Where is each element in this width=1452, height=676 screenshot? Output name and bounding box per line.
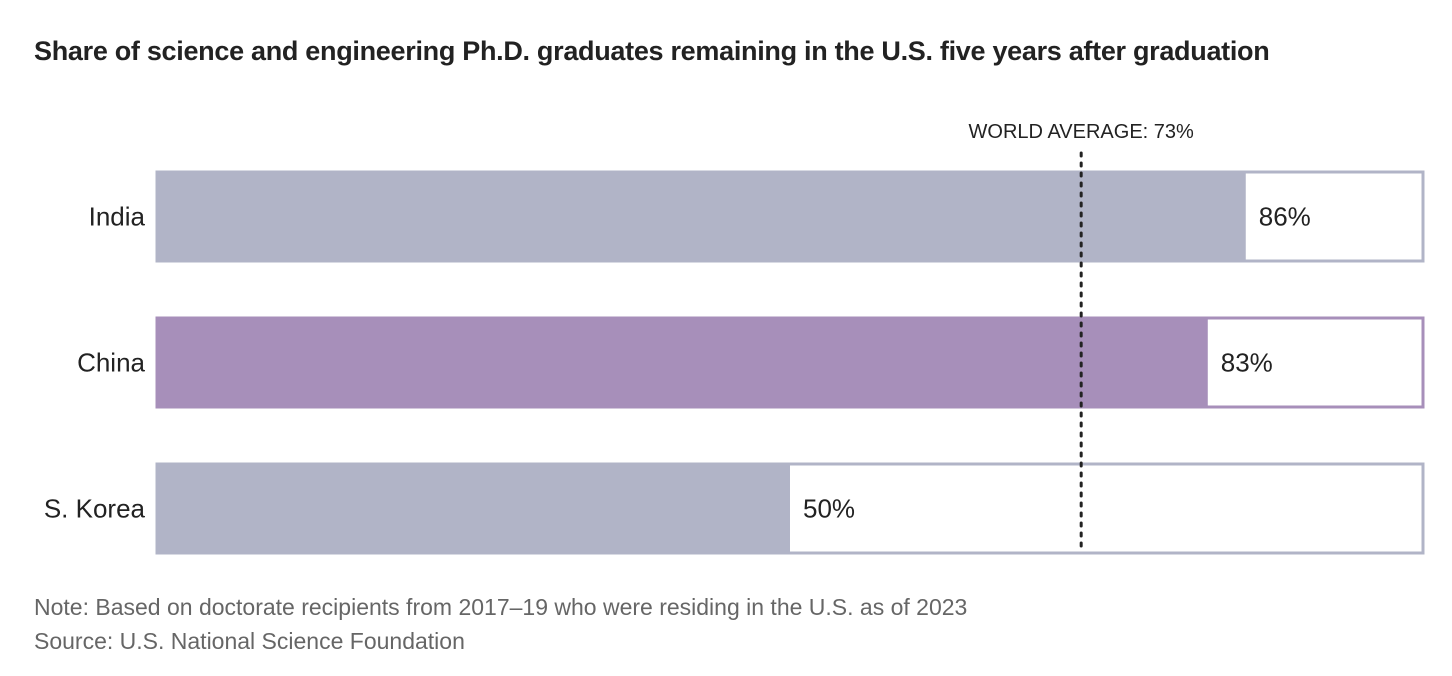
chart-title: Share of science and engineering Ph.D. g… — [34, 36, 1270, 66]
category-label-3: S. Korea — [44, 494, 146, 524]
category-label-2: China — [77, 348, 145, 378]
footnote: Note: Based on doctorate recipients from… — [34, 594, 968, 620]
bar-1 — [155, 170, 1246, 263]
bar-chart: India 86% China 83% S. Korea 50% WORLD AVERAG… — [44, 121, 1425, 555]
world-average-label: WORLD AVERAGE: 73% — [969, 121, 1194, 143]
source-note: Source: U.S. National Science Foundation — [34, 628, 465, 654]
value-label-3: 50% — [803, 494, 855, 524]
category-label-1: India — [89, 202, 146, 232]
value-label-2: 83% — [1221, 348, 1273, 378]
value-label-1: 86% — [1259, 202, 1311, 232]
bars-layer: India 86% China 83% S. Korea 50% — [44, 170, 1425, 555]
bar-2 — [155, 316, 1208, 409]
bar-3 — [155, 462, 790, 555]
reference-layer: WORLD AVERAGE: 73% — [969, 121, 1194, 555]
